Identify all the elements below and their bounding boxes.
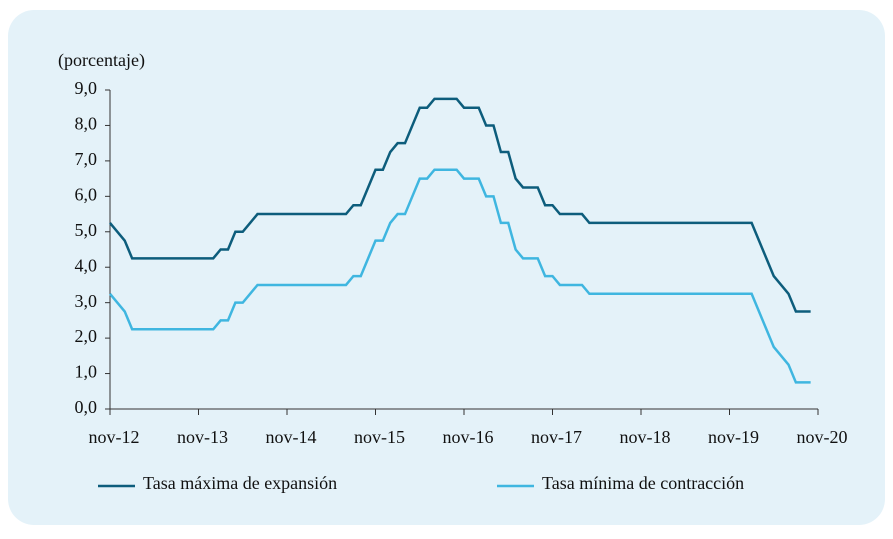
- legend-label: Tasa máxima de expansión: [143, 473, 337, 493]
- y-tick-label: 0,0: [75, 397, 98, 417]
- series-line: [109, 97, 811, 313]
- y-tick-label: 9,0: [75, 78, 98, 98]
- x-tick-label: nov-19: [708, 427, 759, 447]
- x-tick-label: nov-14: [266, 427, 317, 447]
- y-tick-label: 6,0: [75, 184, 98, 204]
- y-tick-label: 1,0: [75, 362, 98, 382]
- x-tick-label: nov-20: [797, 427, 848, 447]
- x-tick-label: nov-15: [354, 427, 405, 447]
- x-tick-label: nov-18: [620, 427, 671, 447]
- y-tick-label: 7,0: [75, 149, 98, 169]
- y-tick-label: 8,0: [75, 114, 98, 134]
- x-tick-label: nov-13: [177, 427, 228, 447]
- y-tick-label: 5,0: [75, 220, 98, 240]
- y-tick-label: 3,0: [75, 291, 98, 311]
- x-tick-label: nov-16: [443, 427, 494, 447]
- axis-title: (porcentaje): [58, 50, 145, 71]
- background: [8, 10, 885, 525]
- legend-label: Tasa mínima de contracción: [542, 473, 744, 493]
- y-tick-label: 4,0: [75, 255, 98, 275]
- series-line: [109, 168, 811, 384]
- x-tick-label: nov-12: [89, 427, 140, 447]
- y-tick-label: 2,0: [75, 326, 98, 346]
- x-tick-label: nov-17: [531, 427, 582, 447]
